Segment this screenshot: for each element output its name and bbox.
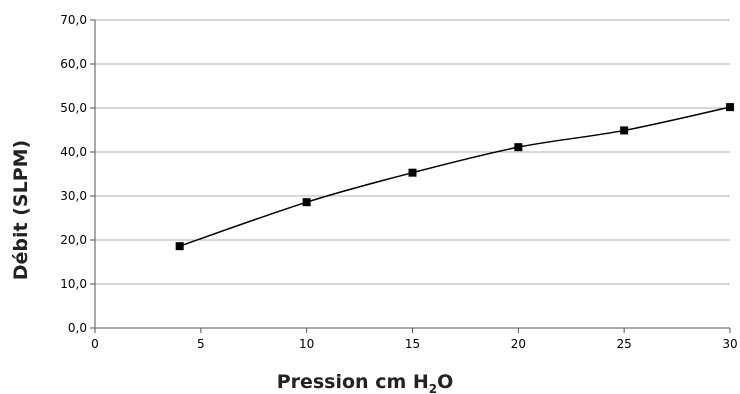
x-tick-label: 30 — [722, 337, 737, 351]
gridlines — [95, 19, 730, 285]
y-axis-ticks: 0,0 10,0 20,0 30,0 40,0 50,0 60,0 70,0 — [60, 13, 95, 335]
data-point-marker — [302, 198, 311, 207]
data-point-marker — [175, 242, 184, 251]
data-point-marker — [726, 103, 734, 112]
y-axis-title: Débit (SLPM) — [10, 140, 32, 280]
x-tick-label: 0 — [91, 337, 99, 351]
y-tick-label: 20,0 — [60, 233, 87, 247]
x-tick-label: 10 — [299, 337, 314, 351]
y-tick-label: 10,0 — [60, 277, 87, 291]
x-axis-title: Pression cm H2O — [277, 371, 454, 394]
data-point-marker — [408, 168, 417, 177]
y-tick-label: 60,0 — [60, 57, 87, 71]
x-tick-label: 5 — [197, 337, 205, 351]
x-axis-title-subscript: 2 — [429, 382, 437, 394]
x-axis-title-suffix: O — [437, 371, 453, 393]
y-tick-label: 0,0 — [68, 321, 87, 335]
x-tick-label: 25 — [617, 337, 632, 351]
data-point-marker — [620, 126, 629, 135]
y-tick-label: 50,0 — [60, 101, 87, 115]
data-point-marker — [514, 143, 523, 152]
x-tick-label: 20 — [511, 337, 526, 351]
y-tick-label: 30,0 — [60, 189, 87, 203]
y-tick-label: 70,0 — [60, 13, 87, 27]
x-tick-label: 15 — [405, 337, 420, 351]
series-line — [179, 106, 731, 247]
data-series — [175, 103, 734, 251]
x-axis-title-main: Pression cm H — [277, 371, 429, 393]
y-tick-label: 40,0 — [60, 145, 87, 159]
x-axis-ticks: 0 5 10 15 20 25 30 — [91, 328, 738, 351]
